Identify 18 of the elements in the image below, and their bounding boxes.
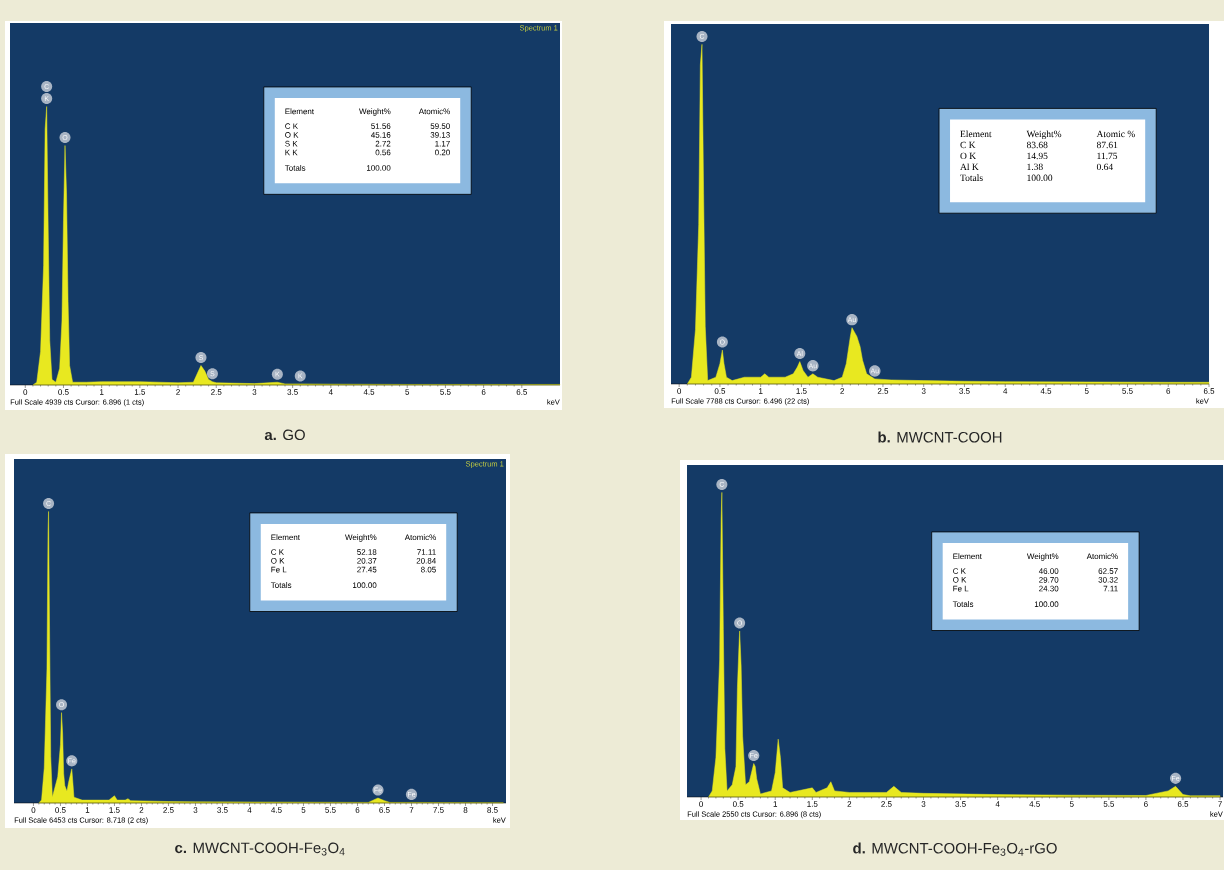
annotation: 0.64 <box>1096 163 1113 171</box>
annotation: 87.61 <box>1096 141 1118 149</box>
annotation: 11.75 <box>1097 152 1118 160</box>
annotation: Atomic % <box>1096 130 1135 138</box>
annotation: 1.38 <box>1027 163 1043 171</box>
annotation: 100.00 <box>1027 174 1053 182</box>
text: a. GO <box>264 429 305 441</box>
annotation: O K <box>960 152 976 160</box>
annotation: C K <box>960 141 976 149</box>
annotation: 83.68 <box>1026 141 1048 149</box>
text: b. MWCNT-COOH <box>878 431 1002 443</box>
text: d. MWCNT-COOH-Fe$_{3}$O$_{4}$-rGO <box>853 842 1057 856</box>
annotation: 14.95 <box>1027 152 1048 160</box>
annotation: Totals <box>960 174 983 182</box>
annotation: Al K <box>960 163 979 170</box>
annotation: Weight% <box>1026 130 1062 140</box>
annotation: Element <box>960 130 992 138</box>
text: c. MWCNT-COOH-Fe$_{3}$O$_{4}$ <box>175 842 345 856</box>
